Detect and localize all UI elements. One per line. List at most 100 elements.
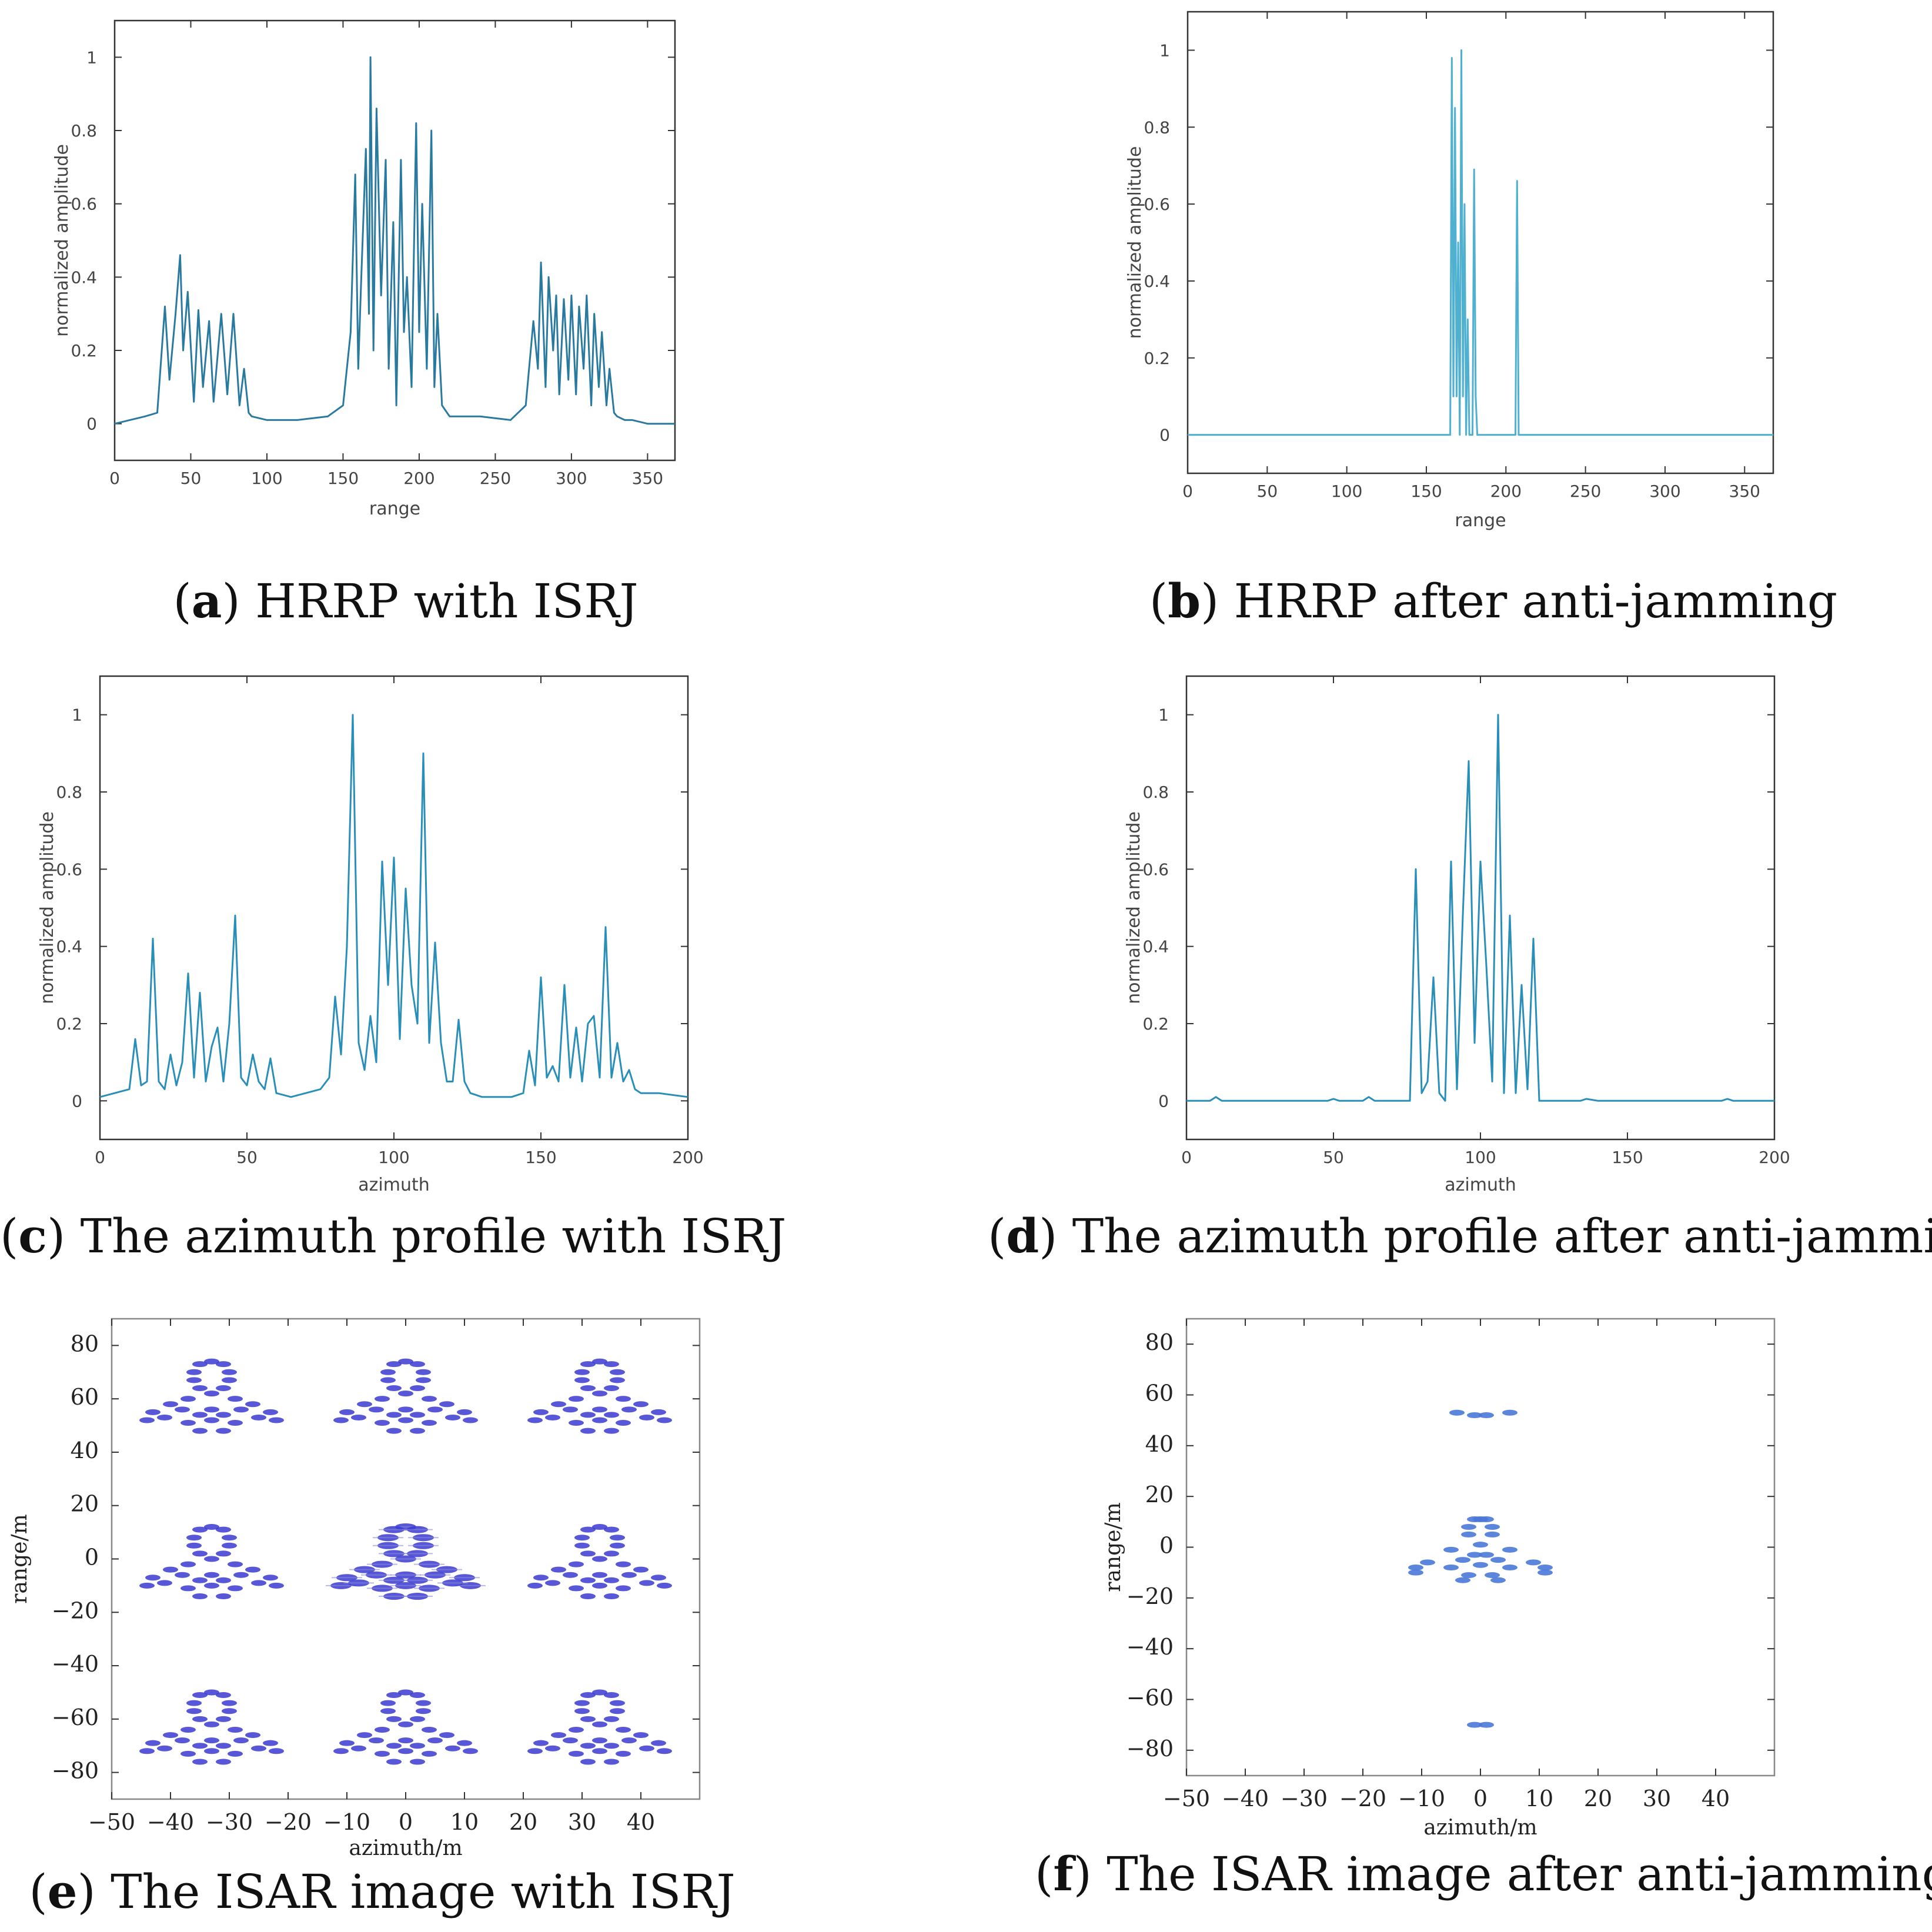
- scatter-point: [348, 1579, 369, 1587]
- scatter-point: [1467, 1552, 1482, 1558]
- chart-panel-a: 0 50 100 150 200 250 300 350 0 0.2 0.4 0.6 0.8 1 range…: [52, 19, 676, 519]
- scatter-point: [372, 1560, 393, 1568]
- scatter-point: [204, 1582, 219, 1589]
- scatter-point: [424, 1571, 446, 1579]
- y-tick-label: 0.2: [56, 1014, 82, 1034]
- series-line: [1188, 49, 1773, 436]
- series-line: [99, 714, 688, 1098]
- scatter-point: [204, 1689, 219, 1696]
- caption-d: (d) The azimuth profile after anti-jammi…: [988, 1208, 1932, 1264]
- scatter-point: [410, 1743, 425, 1749]
- axes-box: [1186, 11, 1774, 474]
- scatter-point: [251, 1414, 266, 1420]
- x-axis-label: range: [1455, 510, 1506, 531]
- scatter-point: [610, 1700, 625, 1706]
- scatter-point: [463, 1748, 478, 1754]
- y-tick-label: 0.8: [71, 121, 97, 141]
- scatter-point: [216, 1593, 231, 1600]
- x-tick-label: 200: [1759, 1148, 1790, 1167]
- scatter-point: [604, 1428, 619, 1434]
- scatter-point: [410, 1716, 425, 1722]
- scatter-point: [1490, 1577, 1506, 1583]
- scatter-point: [551, 1732, 566, 1739]
- scatter-point: [604, 1716, 619, 1722]
- scatter-point: [228, 1750, 243, 1757]
- scatter-point: [357, 1401, 372, 1408]
- scatter-point: [574, 1542, 590, 1549]
- scatter-point: [222, 1542, 237, 1549]
- scatter-point: [186, 1708, 202, 1714]
- scatter-point: [592, 1748, 607, 1754]
- chart-panel-e: −50 −40 −30 −20 −10 0 10 20 30 40 80 60 40 20 0 −20 −40 −…: [8, 1318, 701, 1860]
- y-tick-label: 40: [71, 1438, 99, 1463]
- y-tick-label: 1: [1159, 41, 1170, 60]
- y-tick-label: 1: [86, 48, 97, 67]
- y-tick-label: 60: [71, 1384, 99, 1410]
- x-tick-label: −10: [323, 1809, 370, 1835]
- scatter-point: [413, 1542, 434, 1549]
- scatter-point: [574, 1700, 590, 1706]
- scatter-point: [1473, 1542, 1488, 1548]
- scatter-point: [366, 1571, 387, 1579]
- scatter-point: [657, 1417, 672, 1423]
- x-tick-label: 0: [1182, 482, 1193, 501]
- scatter-point: [204, 1417, 219, 1423]
- scatter-point: [216, 1716, 231, 1722]
- scatter-point: [269, 1582, 284, 1589]
- x-tick-label: 150: [1410, 482, 1442, 501]
- scatter-point: [592, 1358, 607, 1365]
- y-tick-label: 0: [72, 1091, 82, 1111]
- scatter-point: [383, 1526, 405, 1533]
- scatter-point: [339, 1740, 355, 1746]
- scatter-point: [204, 1358, 219, 1365]
- scatter-point: [386, 1759, 402, 1765]
- scatter-point: [222, 1377, 237, 1383]
- caption-b: (b) HRRP after anti-jamming: [1149, 573, 1838, 629]
- x-tick-label: 0: [1473, 1786, 1488, 1811]
- scatter-point: [639, 1580, 654, 1586]
- x-tick-label: −10: [1398, 1786, 1445, 1811]
- scatter-point: [569, 1396, 584, 1402]
- scatter-point: [139, 1748, 155, 1754]
- scatter-point: [395, 1523, 416, 1531]
- scatter-point: [592, 1417, 607, 1423]
- x-tick-label: 50: [1323, 1148, 1344, 1167]
- scatter-point: [563, 1406, 578, 1413]
- scatter-point: [1443, 1565, 1459, 1571]
- scatter-point: [386, 1428, 402, 1434]
- scatter-point: [604, 1550, 619, 1557]
- x-axis-label: azimuth: [358, 1175, 429, 1195]
- scatter-point: [186, 1700, 202, 1706]
- scatter-point: [1502, 1565, 1517, 1571]
- scatter-point: [419, 1585, 440, 1592]
- x-tick-label: 50: [181, 469, 202, 488]
- axes-box: [99, 675, 689, 1141]
- scatter-point: [1485, 1572, 1500, 1578]
- scatter-point: [186, 1377, 202, 1383]
- scatter-point: [604, 1593, 619, 1600]
- y-tick-label: 0.6: [71, 195, 97, 214]
- scatter-point: [407, 1576, 428, 1584]
- scatter-point: [604, 1385, 619, 1392]
- scatter-point: [580, 1428, 596, 1434]
- scatter-point: [398, 1390, 413, 1397]
- scatter-point: [369, 1737, 384, 1744]
- scatter-point: [228, 1420, 243, 1426]
- scatter-point: [604, 1577, 619, 1583]
- scatter-point: [380, 1369, 396, 1375]
- y-tick-label: 0.8: [1144, 118, 1170, 137]
- scatter-point: [339, 1409, 355, 1415]
- scatter-point: [610, 1369, 625, 1375]
- scatter-point: [439, 1732, 454, 1739]
- scatter-point: [592, 1556, 607, 1562]
- scatter-point: [551, 1401, 566, 1408]
- x-tick-label: 100: [251, 469, 282, 488]
- scatter-point: [398, 1689, 413, 1696]
- scatter-point: [592, 1582, 607, 1589]
- scatter-point: [1490, 1557, 1506, 1563]
- scatter-point: [592, 1689, 607, 1696]
- scatter-point: [419, 1560, 440, 1568]
- axes-box: [113, 19, 676, 462]
- scatter-point: [1449, 1409, 1465, 1416]
- scatter-point: [398, 1737, 413, 1744]
